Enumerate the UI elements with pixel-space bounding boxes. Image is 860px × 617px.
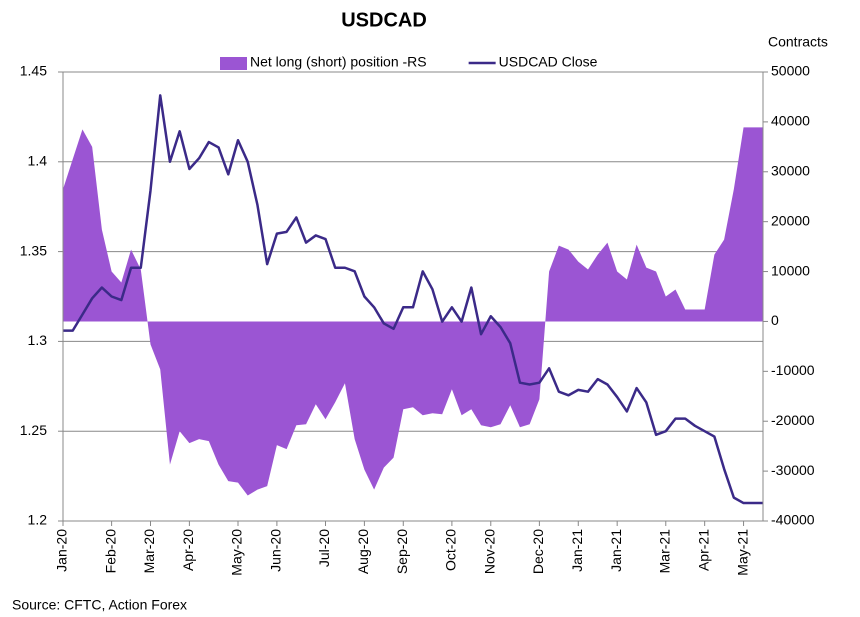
x-tick-label: Jan-21 [569, 529, 585, 572]
x-tick-label: Sep-20 [394, 529, 410, 574]
y-tick-label: 1.35 [20, 242, 47, 258]
x-tick-label: Apr-20 [180, 529, 196, 571]
line [63, 94, 763, 505]
x-tick-label: Apr-21 [695, 529, 711, 571]
y-tick-label: 1.2 [28, 512, 48, 528]
x-tick-label: Mar-20 [141, 529, 157, 574]
y2-tick-label: 50000 [771, 63, 810, 79]
y2-tick-label: -40000 [771, 512, 815, 528]
x-tick-label: Jul-20 [316, 529, 332, 567]
x-tick-label: Dec-20 [530, 529, 546, 574]
x-tick-label: Jan-20 [54, 529, 70, 572]
y-tick-label: 1.4 [28, 153, 48, 169]
x-tick-label: Jun-20 [268, 529, 284, 572]
y2-tick-label: 20000 [771, 212, 810, 228]
y2-tick-label: -20000 [771, 412, 815, 428]
x-tick-label: May-20 [229, 529, 245, 576]
y-tick-label: 1.45 [20, 63, 47, 79]
legend-swatch [220, 57, 247, 70]
x-tick-label: Feb-20 [102, 529, 118, 574]
area [63, 127, 763, 496]
x-tick-label: Jan-21 [608, 529, 624, 572]
x-tick-label: Nov-20 [481, 529, 497, 574]
y2-tick-label: 0 [771, 312, 779, 328]
x-tick-label: Oct-20 [443, 529, 459, 571]
legend-label: USDCAD Close [499, 54, 598, 70]
x-tick-label: Mar-21 [656, 529, 672, 574]
x-tick-label: May-21 [734, 529, 750, 576]
y-tick-label: 1.3 [28, 332, 48, 348]
y-tick-label: 1.25 [20, 422, 47, 438]
y2-tick-label: 40000 [771, 113, 810, 129]
y2-tick-label: -10000 [771, 362, 815, 378]
y2-tick-label: 30000 [771, 162, 810, 178]
x-tick-label: Aug-20 [355, 529, 371, 574]
source: Source: CFTC, Action Forex [12, 597, 187, 613]
legend-label: Net long (short) position -RS [250, 54, 427, 70]
y2-axis-label: Contracts [768, 34, 828, 50]
y2-tick-label: -30000 [771, 462, 815, 478]
chart-title: USDCAD [341, 9, 427, 31]
y2-tick-label: 10000 [771, 262, 810, 278]
